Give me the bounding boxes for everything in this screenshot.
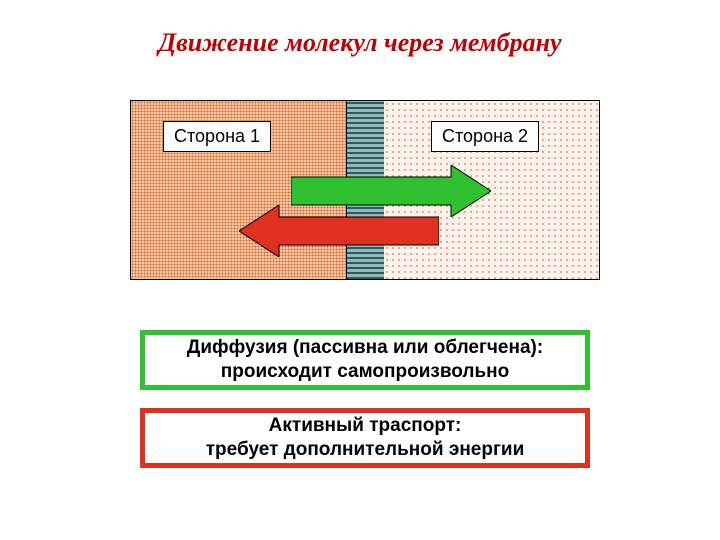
active-line-2: требует дополнительной энергии: [206, 438, 525, 462]
page-title: Движение молекул через мембрану: [0, 28, 720, 58]
page: Движение молекул через мембрану Сторона …: [0, 0, 720, 540]
side-2-label: Сторона 2: [431, 121, 539, 152]
diffusion-line-1: Диффузия (пассивна или облегчена):: [187, 336, 543, 360]
membrane-diagram: Сторона 1 Сторона 2: [130, 100, 600, 280]
diffusion-textbox: Диффузия (пассивна или облегчена): проис…: [140, 330, 590, 390]
diffusion-line-2: происходит самопроизвольно: [221, 360, 509, 384]
active-transport-textbox: Активный траспорт: требует дополнительно…: [140, 408, 590, 468]
side-1-label: Сторона 1: [163, 121, 271, 152]
active-line-1: Активный траспорт:: [269, 414, 462, 438]
active-transport-arrow-icon: [239, 205, 439, 257]
